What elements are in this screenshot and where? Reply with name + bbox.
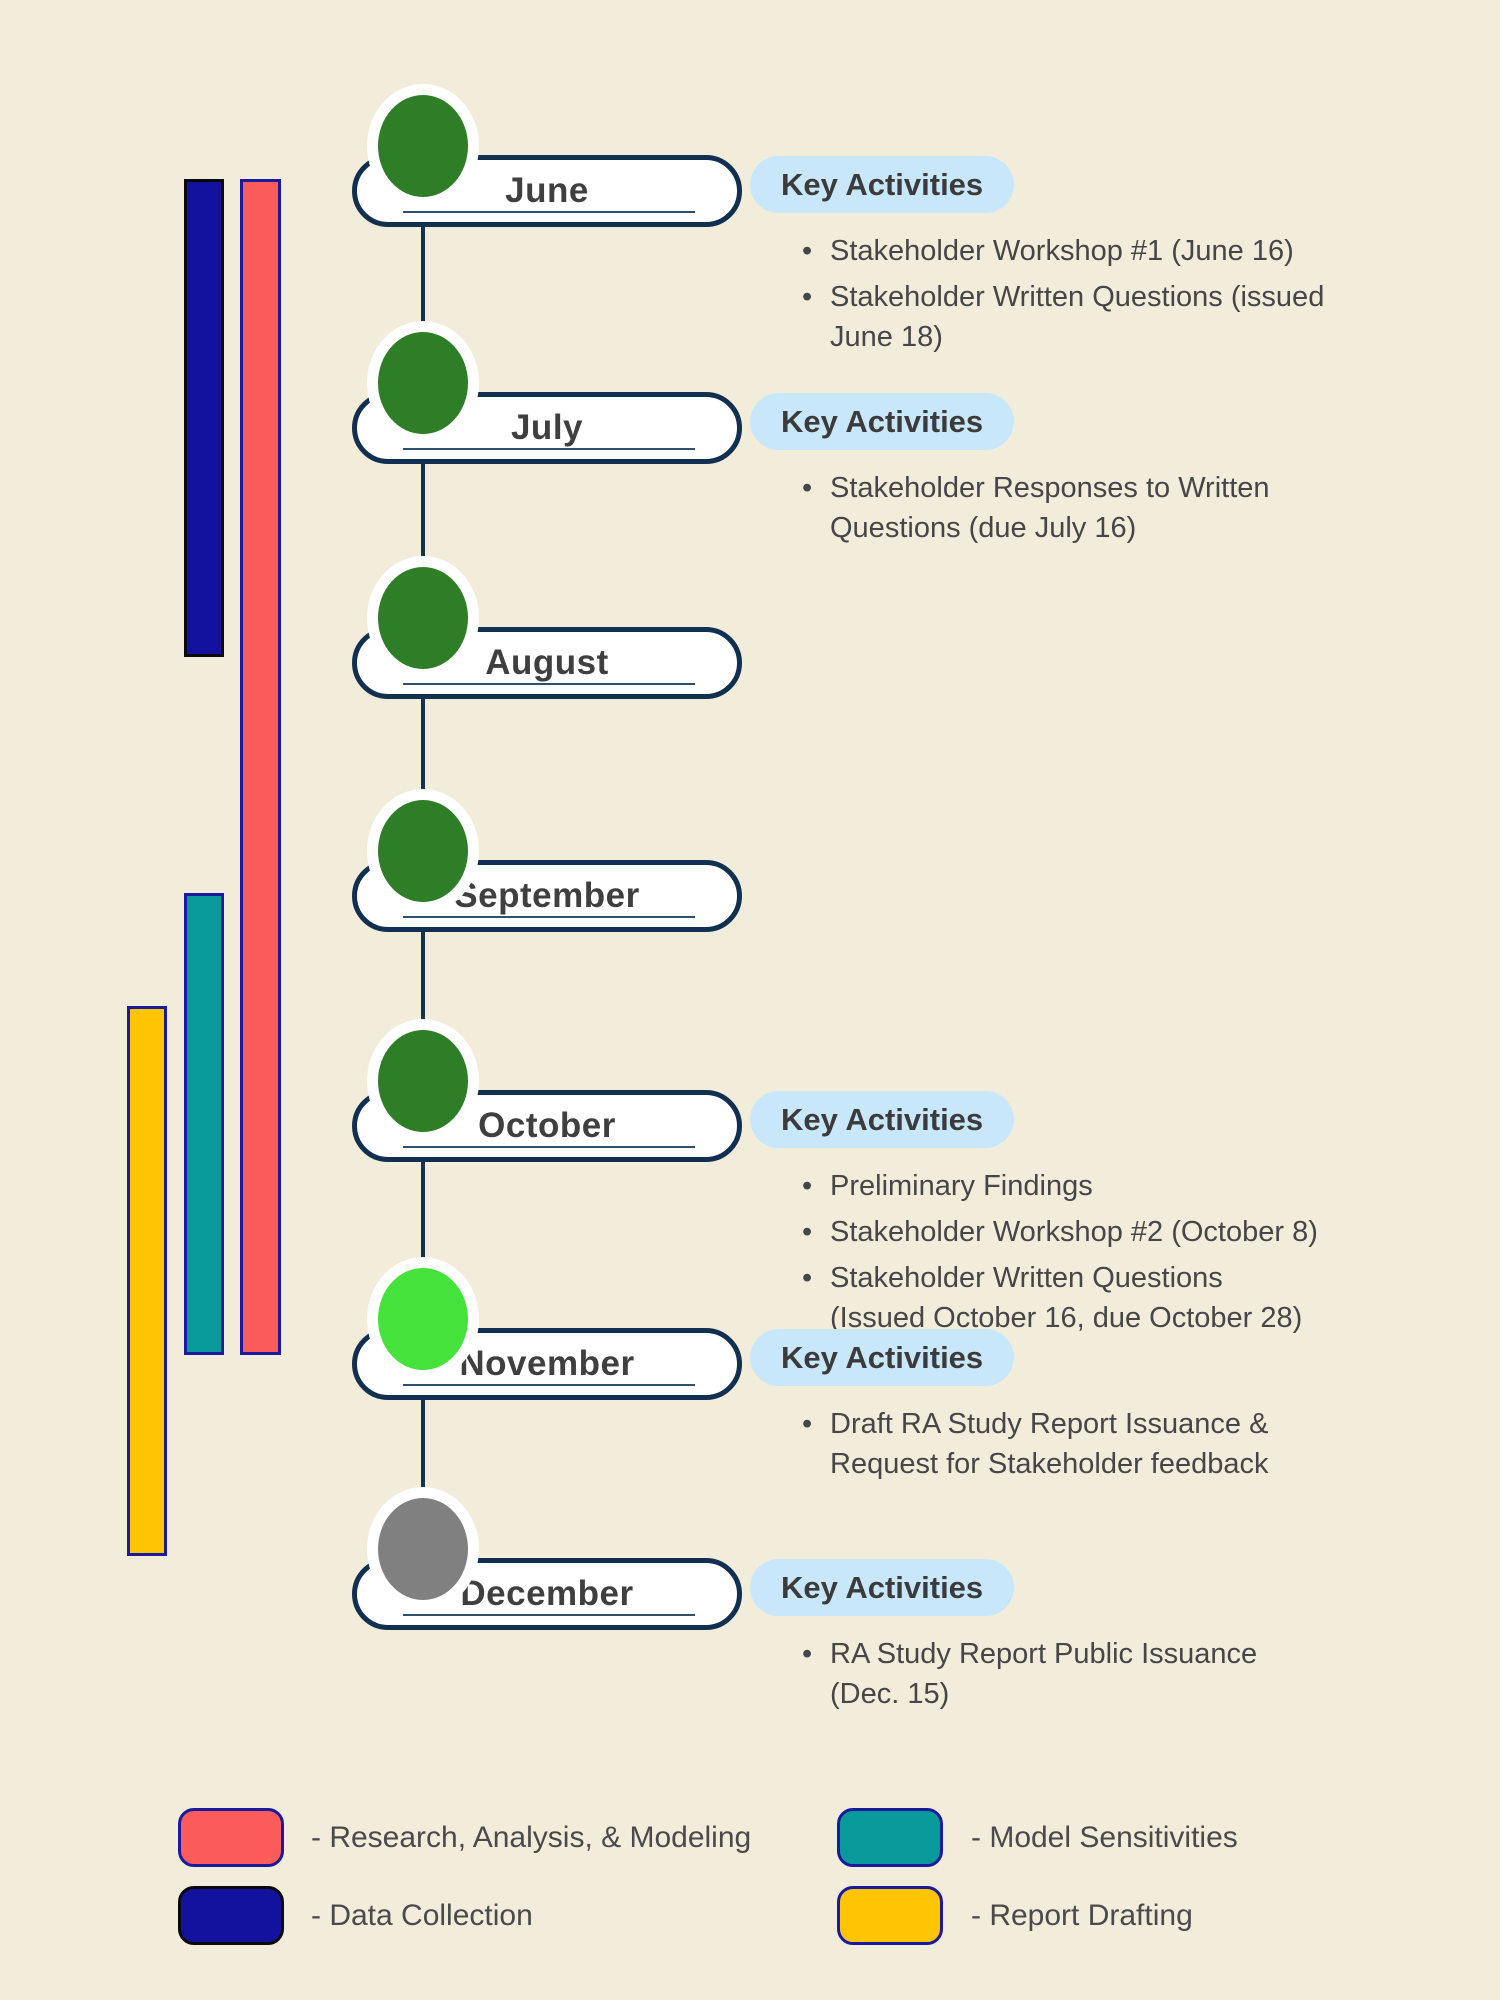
milestone-dot <box>367 789 479 913</box>
activity-item: Preliminary Findings <box>800 1166 1410 1206</box>
activities-list: Stakeholder Workshop #1 (June 16) Stakeh… <box>800 231 1410 363</box>
month-label: November <box>459 1344 635 1383</box>
month-label: December <box>460 1574 634 1613</box>
pill-underline <box>403 1146 695 1148</box>
pill-underline <box>403 211 695 213</box>
pill-underline <box>403 1614 695 1616</box>
milestone-dot <box>367 1019 479 1143</box>
activity-item: Stakeholder Written Questions (issued Ju… <box>800 277 1410 357</box>
legend-label-report-drafting: - Report Drafting <box>971 1899 1193 1932</box>
pill-underline <box>403 1384 695 1386</box>
pill-underline <box>403 683 695 685</box>
legend-swatch-research <box>178 1808 284 1867</box>
model-sensitivities-bar <box>184 893 224 1355</box>
month-pill: November <box>352 1328 742 1400</box>
activities-list: RA Study Report Public Issuance (Dec. 15… <box>800 1634 1410 1720</box>
pill-underline <box>403 448 695 450</box>
activity-item: Stakeholder Workshop #2 (October 8) <box>800 1212 1410 1252</box>
key-activities-badge: Key Activities <box>750 1091 1015 1148</box>
report-drafting-bar <box>127 1006 167 1556</box>
activities-list: Stakeholder Responses to Written Questio… <box>800 468 1410 554</box>
activity-item: Stakeholder Responses to Written Questio… <box>800 468 1410 548</box>
activities-list: Preliminary Findings Stakeholder Worksho… <box>800 1166 1410 1344</box>
milestone-dot <box>367 321 479 445</box>
activity-item: Stakeholder Written Questions (Issued Oc… <box>800 1258 1410 1338</box>
data-collection-bar <box>184 179 224 657</box>
pill-underline <box>403 916 695 918</box>
legend-swatch-data-collection <box>178 1886 284 1945</box>
legend-swatch-model-sensitivities <box>837 1808 943 1867</box>
month-label: October <box>478 1106 616 1145</box>
milestone-dot <box>367 1257 479 1381</box>
milestone-dot <box>367 556 479 680</box>
milestone-dot <box>367 84 479 208</box>
activity-item: RA Study Report Public Issuance (Dec. 15… <box>800 1634 1410 1714</box>
legend-label-model-sensitivities: - Model Sensitivities <box>971 1821 1238 1854</box>
month-label: September <box>454 876 640 915</box>
key-activities-badge: Key Activities <box>750 156 1015 213</box>
legend-label-research: - Research, Analysis, & Modeling <box>311 1821 752 1854</box>
key-activities-badge: Key Activities <box>750 1559 1015 1616</box>
research-analysis-modeling-bar <box>240 179 281 1355</box>
legend-swatch-report-drafting <box>837 1886 943 1945</box>
legend-label-data-collection: - Data Collection <box>311 1899 533 1932</box>
key-activities-badge: Key Activities <box>750 393 1015 450</box>
activity-item: Draft RA Study Report Issuance & Request… <box>800 1404 1410 1484</box>
activity-item: Stakeholder Workshop #1 (June 16) <box>800 231 1410 271</box>
month-label: June <box>505 171 589 210</box>
key-activities-badge: Key Activities <box>750 1329 1015 1386</box>
activities-list: Draft RA Study Report Issuance & Request… <box>800 1404 1410 1490</box>
milestone-dot <box>367 1487 479 1611</box>
month-label: July <box>510 408 584 447</box>
month-label: August <box>485 643 609 682</box>
